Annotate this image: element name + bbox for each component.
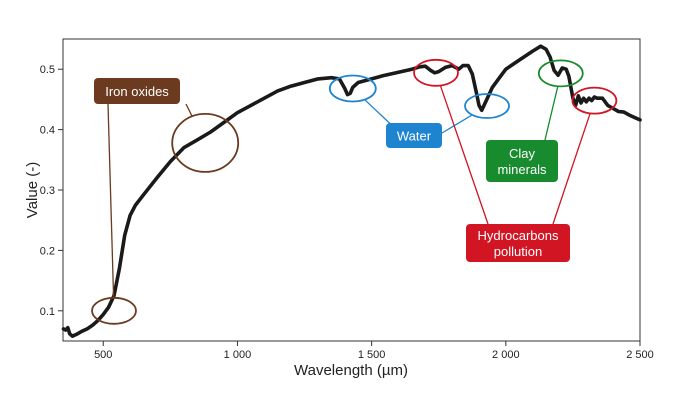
hydrocarbons-ring: [413, 58, 459, 87]
y-axis-label: Value (-): [24, 162, 41, 218]
clay-minerals-label-text: minerals: [497, 162, 547, 177]
spectrum-line: [61, 44, 642, 338]
y-tick-label: 0.5: [40, 64, 55, 76]
water-label-text: Water: [397, 129, 432, 144]
hydrocarbons-label-text: pollution: [494, 244, 542, 259]
iron-oxides-label-box: [94, 78, 180, 104]
water-ring: [464, 93, 510, 119]
hydrocarbons-label-box: [466, 224, 570, 262]
series-layer: [61, 44, 642, 338]
hydrocarbons-ring: [571, 86, 618, 115]
water-leader-line: [441, 114, 473, 134]
x-axis-label: Wavelength (µm): [294, 362, 408, 379]
water-label-box: [386, 123, 442, 148]
y-tick-label: 0.3: [40, 185, 55, 197]
clay-minerals-ring: [537, 59, 584, 88]
y-tick-label: 0.2: [40, 245, 55, 257]
iron-oxides-annotation: Iron oxides: [91, 78, 240, 325]
clay-minerals-leader-line: [544, 86, 559, 141]
water-ring: [328, 74, 377, 103]
water-annotation: Water: [328, 74, 510, 148]
y-tick-label: 0.4: [40, 125, 55, 137]
iron-oxides-leader-line: [185, 103, 193, 117]
iron-oxides-leader-line: [107, 103, 115, 298]
hydrocarbons-leader-line: [552, 113, 591, 225]
clay-minerals-label-text: Clay: [509, 146, 536, 161]
x-tick-label: 1 000: [224, 349, 252, 361]
hydrocarbons-label-text: Hydrocarbons: [478, 228, 559, 243]
hydrocarbons-leader-line: [439, 85, 489, 225]
annotations-layer: Iron oxidesWaterClaymineralsHydrocarbons…: [91, 58, 618, 325]
x-tick-label: 2 000: [492, 349, 520, 361]
x-tick-label: 2 500: [626, 349, 654, 361]
ticks-layer: 500 1 000 1 500 2 000 2 500 0.1 0.2 0.3 0.4 0.5: [40, 64, 654, 361]
clay-minerals-label-box: [486, 140, 558, 182]
iron-oxides-ring: [91, 296, 137, 325]
iron-oxides-label-text: Iron oxides: [105, 84, 169, 99]
x-tick-label: 1 500: [358, 349, 386, 361]
iron-oxides-ring: [171, 112, 240, 173]
x-tick-label: 500: [94, 349, 112, 361]
y-tick-label: 0.1: [40, 306, 55, 318]
